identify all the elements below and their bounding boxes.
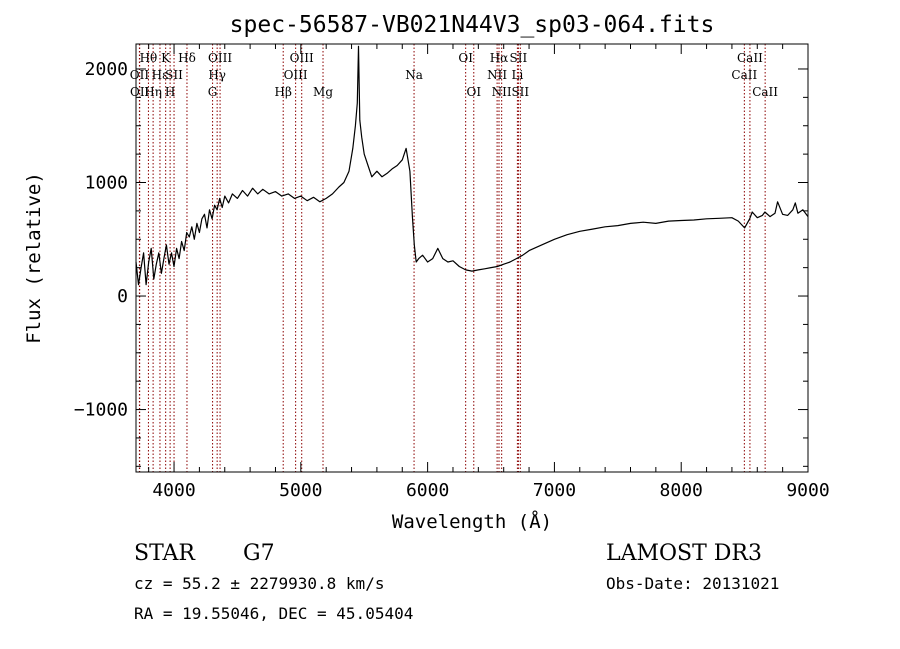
object-subclass: G7 <box>243 541 275 566</box>
spectral-line-label: Hγ <box>208 68 226 82</box>
x-tick-label: 7000 <box>533 480 576 501</box>
spectral-line-label: Hα <box>490 51 509 65</box>
spectral-line-label: OIII <box>284 68 308 82</box>
x-tick-label: 4000 <box>152 480 195 501</box>
y-axis-label: Flux (relative) <box>23 172 45 344</box>
spectral-line-label: CaII <box>737 51 763 65</box>
y-axis-ticks: −1000 0 1000 2000 <box>74 59 808 467</box>
spectral-line-label: OIII <box>208 51 232 65</box>
spectral-line-label: NII <box>492 85 512 99</box>
obs-date-text: Obs-Date: 20131021 <box>606 574 779 593</box>
object-class: STAR <box>134 541 196 566</box>
spectral-line-label: Hβ <box>275 85 292 99</box>
spectrum-line <box>135 45 809 286</box>
spectral-line-label: SII <box>165 68 183 82</box>
x-tick-label: 9000 <box>786 480 829 501</box>
y-tick-label: 2000 <box>85 59 128 80</box>
x-tick-label: 5000 <box>279 480 322 501</box>
spectral-line-label: OIII <box>290 51 314 65</box>
spectrum-series <box>135 45 809 286</box>
spectral-line-label: Hη <box>144 85 162 99</box>
y-tick-label: 1000 <box>85 173 128 194</box>
spectral-line-label: OI <box>458 51 473 65</box>
spectral-line-label: Hδ <box>178 51 196 65</box>
x-tick-label: 8000 <box>660 480 703 501</box>
spectral-line-label: G <box>208 85 218 99</box>
spectral-line-label: OI <box>466 85 481 99</box>
spectral-line-label: H <box>165 85 175 99</box>
survey-name: LAMOST DR3 <box>606 541 762 566</box>
spectral-line-label: CaII <box>731 68 757 82</box>
spectral-line-label: Mg <box>313 85 333 99</box>
x-axis-ticks: 4000 5000 6000 7000 8000 9000 <box>148 44 830 501</box>
coordinates-text: RA = 19.55046, DEC = 45.05404 <box>134 604 413 623</box>
plot-frame <box>135 43 809 473</box>
spectral-line-label: SII <box>510 51 528 65</box>
x-tick-label: 6000 <box>406 480 449 501</box>
spectral-line-label: OII <box>130 68 150 82</box>
spectral-line-label: NII <box>487 68 507 82</box>
spectral-line-label: SII <box>511 85 529 99</box>
spectral-line-label: Na <box>405 68 423 82</box>
x-axis-label: Wavelength (Å) <box>392 510 552 533</box>
spectral-line-label: Hε <box>152 68 169 82</box>
spectral-line-markers <box>138 44 766 472</box>
spectral-line-label: Hθ <box>140 51 158 65</box>
y-tick-label: 0 <box>117 286 128 307</box>
spectral-line-label: K <box>161 51 171 65</box>
y-tick-label: −1000 <box>74 400 128 421</box>
spectral-line-label: CaII <box>752 85 778 99</box>
redshift-text: cz = 55.2 ± 2279930.8 km/s <box>134 574 384 593</box>
chart-title: spec-56587-VB021N44V3_sp03-064.fits <box>230 12 715 38</box>
spectral-line-label: Li <box>511 68 523 82</box>
spectral-line-label: OII <box>130 85 150 99</box>
